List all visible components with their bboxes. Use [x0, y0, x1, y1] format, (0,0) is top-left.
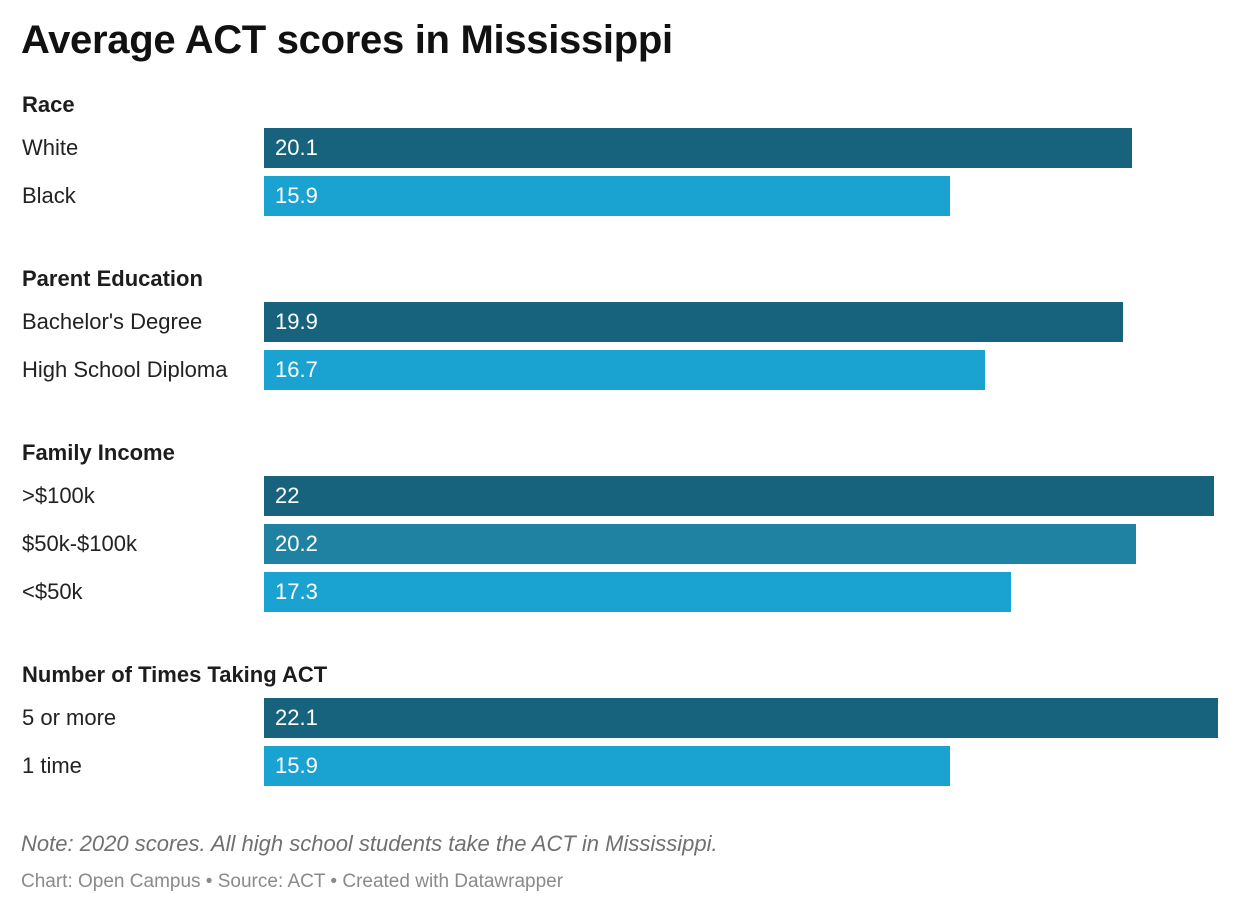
- bar: [264, 128, 1132, 168]
- bar: [264, 524, 1136, 564]
- chart-footer: Chart: Open Campus • Source: ACT • Creat…: [21, 871, 563, 893]
- bar: [264, 746, 950, 786]
- chart-note: Note: 2020 scores. All high school stude…: [21, 831, 718, 856]
- bar: [264, 350, 985, 390]
- bar: [264, 476, 1214, 516]
- bar: [264, 302, 1123, 342]
- bar-value-label: 22: [275, 483, 300, 508]
- source-credit: Source: ACT: [217, 871, 326, 892]
- bar-value-label: 17.3: [275, 579, 318, 604]
- footer-separator: •: [200, 871, 218, 892]
- bar-value-label: 22.1: [275, 705, 318, 730]
- row-label: High School Diploma: [22, 357, 228, 382]
- group-label: Parent Education: [22, 266, 203, 291]
- row-label: >$100k: [22, 483, 95, 508]
- chart-credit: Chart: Open Campus: [21, 871, 201, 892]
- row-label: $50k-$100k: [22, 531, 137, 556]
- row-label: 5 or more: [22, 705, 117, 730]
- bar-value-label: 15.9: [275, 753, 318, 778]
- chart-title: Average ACT scores in Mississippi: [21, 18, 673, 62]
- bar: [264, 572, 1011, 612]
- bar-value-label: 20.1: [275, 135, 318, 160]
- group-label: Family Income: [22, 440, 175, 465]
- footer-separator: •: [325, 871, 343, 892]
- group-label: Number of Times Taking ACT: [22, 662, 328, 687]
- row-label: <$50k: [22, 579, 83, 604]
- bar: [264, 176, 950, 216]
- created-with: Created with Datawrapper: [342, 871, 564, 892]
- row-label: Black: [22, 183, 76, 208]
- bar-value-label: 16.7: [275, 357, 318, 382]
- bar-value-label: 20.2: [275, 531, 318, 556]
- row-label: Bachelor's Degree: [22, 309, 203, 334]
- bar-value-label: 19.9: [275, 309, 318, 334]
- group-label: Race: [22, 92, 75, 117]
- row-label: White: [22, 135, 79, 160]
- bar: [264, 698, 1218, 738]
- row-label: 1 time: [22, 753, 82, 778]
- bar-value-label: 15.9: [275, 183, 318, 208]
